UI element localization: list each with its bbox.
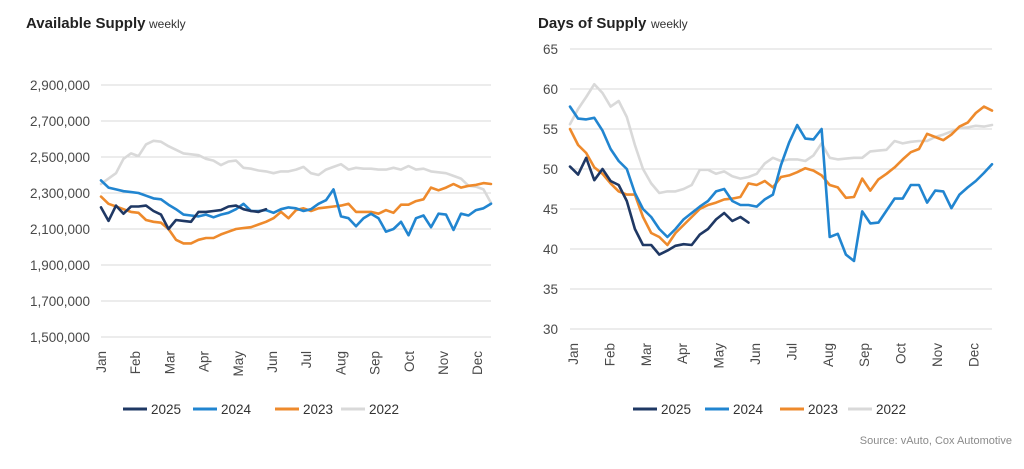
y-tick-label: 60 <box>543 82 558 97</box>
legend-label-2024: 2024 <box>221 402 252 417</box>
x-tick-label: Sep <box>368 351 383 375</box>
x-tick-label: Apr <box>675 343 690 365</box>
x-tick-label: Mar <box>639 342 654 366</box>
series-line-2024 <box>568 105 994 263</box>
x-tick-label: May <box>712 343 727 369</box>
x-tick-label: Sep <box>857 343 872 367</box>
series-line-2025 <box>568 156 750 256</box>
series-lines <box>568 82 994 263</box>
x-tick-label: Nov <box>930 343 945 367</box>
legend: 2025 2024 2023 2022 <box>123 402 399 417</box>
y-axis-ticks: 30 35 40 45 50 55 60 65 <box>543 42 558 337</box>
legend-label-2025: 2025 <box>661 402 691 417</box>
legend-label-2025: 2025 <box>151 402 181 417</box>
x-tick-label: Mar <box>162 350 177 374</box>
x-tick-label: Aug <box>821 343 836 367</box>
y-tick-label: 30 <box>543 322 558 337</box>
chart-subtitle: weekly <box>148 17 186 31</box>
available-supply-chart: Available Supply weekly 1,500,000 1,700,0… <box>26 15 493 417</box>
y-axis-ticks: 1,500,000 1,700,000 1,900,000 2,100,000 2,30… <box>30 78 90 345</box>
x-tick-label: Aug <box>333 351 348 375</box>
chart-title: Available Supply <box>26 15 146 32</box>
x-tick-label: Dec <box>966 343 981 367</box>
legend-label-2024: 2024 <box>733 402 764 417</box>
series-line-2022 <box>99 139 493 205</box>
x-tick-label: Dec <box>470 351 485 375</box>
x-tick-label: Feb <box>128 351 143 374</box>
x-tick-label: Jul <box>299 351 314 368</box>
chart-subtitle: weekly <box>650 17 688 31</box>
x-tick-label: Oct <box>402 351 417 372</box>
x-tick-label: Apr <box>197 351 212 373</box>
y-tick-label: 2,700,000 <box>30 114 90 129</box>
series-line-2023 <box>568 105 994 247</box>
source-note: Source: vAuto, Cox Automotive <box>860 435 1012 447</box>
x-tick-label: Jun <box>265 351 280 373</box>
x-tick-label: Jan <box>94 351 109 373</box>
y-tick-label: 40 <box>543 242 558 257</box>
legend-label-2022: 2022 <box>876 402 906 417</box>
legend-label-2023: 2023 <box>303 402 333 417</box>
y-tick-label: 55 <box>543 122 558 137</box>
legend-label-2023: 2023 <box>808 402 838 417</box>
legend-label-2022: 2022 <box>369 402 399 417</box>
x-axis-ticks: Jan Feb Mar Apr May Jun Jul Aug Sep Oct Nov Dec <box>94 350 485 376</box>
x-tick-label: Jul <box>784 343 799 360</box>
days-of-supply-chart: Days of Supply weekly 30 35 40 45 50 55 60 65 J… <box>538 15 994 417</box>
chart-title: Days of Supply <box>538 15 647 32</box>
x-tick-label: Oct <box>894 343 909 364</box>
y-tick-label: 1,900,000 <box>30 258 90 273</box>
x-tick-label: Nov <box>436 351 451 375</box>
y-tick-label: 65 <box>543 42 558 57</box>
y-tick-label: 2,100,000 <box>30 222 90 237</box>
y-tick-label: 50 <box>543 162 558 177</box>
series-line-2022 <box>568 82 994 195</box>
series-line-2024 <box>99 179 493 237</box>
legend: 2025 2024 2023 2022 <box>633 402 906 417</box>
y-tick-label: 1,500,000 <box>30 330 90 345</box>
x-axis-ticks: Jan Feb Mar Apr May Jun Jul Aug Sep Oct Nov Dec <box>566 342 981 368</box>
y-gridlines <box>101 84 491 338</box>
y-tick-label: 2,900,000 <box>30 78 90 93</box>
x-tick-label: May <box>231 351 246 377</box>
series-lines <box>99 139 493 245</box>
x-tick-label: Feb <box>602 343 617 366</box>
series-line-2025 <box>99 204 268 231</box>
y-tick-label: 2,300,000 <box>30 186 90 201</box>
x-tick-label: Jan <box>566 343 581 365</box>
y-tick-label: 45 <box>543 202 558 217</box>
y-tick-label: 2,500,000 <box>30 150 90 165</box>
x-tick-label: Jun <box>748 343 763 365</box>
y-tick-label: 35 <box>543 282 558 297</box>
y-tick-label: 1,700,000 <box>30 294 90 309</box>
